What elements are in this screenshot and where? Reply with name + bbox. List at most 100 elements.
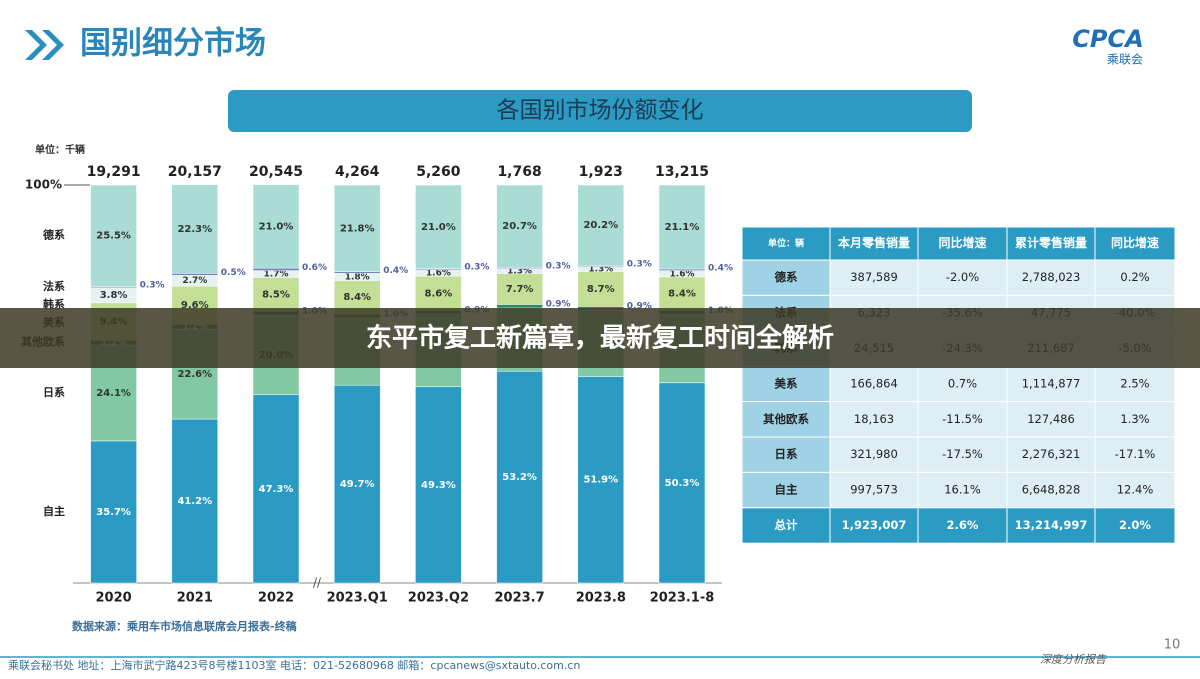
table-text: 美系: [775, 376, 798, 390]
total-label: 20,545: [249, 164, 303, 180]
bar-segment: [90, 440, 137, 584]
table-cell: [1006, 365, 1096, 403]
value-label: 24.1%: [96, 388, 131, 399]
value-label: 0.4%: [708, 263, 733, 273]
total-label: 5,260: [416, 164, 461, 180]
table-cell: [741, 507, 831, 544]
value-label: 35.7%: [96, 507, 131, 518]
banner: [0, 308, 1200, 368]
table-header-cell: [1094, 226, 1176, 261]
value-label: 0.9%: [546, 300, 571, 310]
table-text: 2.6%: [947, 518, 979, 532]
table-text: 2.5%: [1120, 376, 1149, 390]
bar-segment: [496, 304, 543, 309]
table-text: 总计: [775, 518, 798, 532]
value-label: 0.3%: [546, 261, 571, 271]
chart-title: 各国别市场份额变化: [497, 98, 704, 124]
table-header: 累计零售销量: [1015, 235, 1087, 250]
table-cell: [1094, 401, 1176, 438]
title-icon: [25, 30, 64, 60]
table-text: 其他欧系: [763, 412, 809, 426]
total-label: 1,768: [497, 164, 541, 180]
value-label: 8.5%: [262, 289, 290, 300]
bar-segment: [658, 276, 706, 311]
bar-segment: [415, 184, 462, 269]
value-label: 1.6%: [670, 269, 695, 279]
bar-segment: [171, 184, 219, 274]
banner-text: 东平市复工新篇章，最新复工时间全解析: [366, 323, 834, 354]
series-label: 韩系: [43, 297, 65, 311]
value-label: 1.7%: [264, 269, 289, 279]
value-label: 50.3%: [665, 478, 700, 489]
axis-break: //: [313, 576, 322, 590]
slide-title: 国别细分市场: [80, 26, 266, 62]
table-text: 0.2%: [1120, 270, 1149, 284]
bar-segment: [496, 184, 543, 268]
value-label: 47.3%: [259, 484, 294, 495]
table-header: 单位：辆: [768, 237, 804, 249]
x-tick-label: 2021: [177, 591, 213, 606]
value-label: 8.7%: [587, 284, 615, 295]
table-text: -11.5%: [942, 412, 983, 426]
table-cell: [829, 436, 919, 473]
table-cell: [1094, 471, 1176, 509]
table-text: 2,788,023: [1022, 270, 1081, 284]
table-cell: [1094, 507, 1176, 544]
table-header: 同比增速: [938, 235, 986, 250]
table-text: 0.7%: [948, 376, 977, 390]
table-text: 日系: [775, 447, 798, 461]
value-label: 22.3%: [177, 224, 212, 235]
bar-segment: [252, 184, 300, 269]
value-label: 7.7%: [506, 284, 534, 295]
table-text: 2.0%: [1119, 518, 1151, 532]
table-text: 321,980: [850, 447, 898, 461]
value-label: 0.4%: [383, 266, 408, 276]
table-cell: [917, 507, 1008, 544]
bar-segment: [577, 376, 625, 584]
page-number: 10: [1164, 638, 1181, 653]
value-label: 49.3%: [421, 480, 456, 491]
table-cell: [741, 259, 831, 296]
table-cell: [917, 259, 1008, 296]
total-label: 1,923: [579, 164, 623, 180]
value-label: 20.2%: [583, 220, 618, 231]
table-text: 16.1%: [944, 483, 981, 497]
table-cell: [917, 436, 1008, 473]
value-label: 0.3%: [140, 281, 165, 291]
table-text: 13,214,997: [1015, 518, 1088, 532]
table-cell: [1094, 436, 1176, 473]
table-cell: [1094, 259, 1176, 296]
value-label: 0.3%: [464, 263, 489, 273]
source: 数据来源：乘用车市场信息联席会月报表-终稿: [72, 619, 297, 633]
total-label: 4,264: [335, 164, 380, 180]
value-label: 0.6%: [302, 263, 327, 273]
total-label: 19,291: [87, 164, 141, 180]
value-label: 49.7%: [340, 479, 375, 490]
footer-report: 深度分析报告: [1040, 653, 1107, 666]
x-tick-label: 2023.7: [495, 591, 545, 606]
table-cell: [1006, 507, 1096, 544]
value-label: 0.5%: [221, 268, 246, 278]
x-tick-label: 2022: [258, 591, 294, 606]
value-label: 41.2%: [177, 496, 212, 507]
subtitle-bar: [228, 90, 972, 132]
logo: CPCA: [1072, 25, 1143, 53]
table-cell: [829, 471, 919, 509]
table-header: 本月零售销量: [838, 235, 910, 250]
value-label: 3.8%: [100, 290, 128, 301]
table-text: -17.1%: [1115, 447, 1156, 461]
bar-segment: [252, 277, 300, 312]
total-label: 13,215: [655, 164, 709, 180]
table-text: 德系: [774, 270, 798, 284]
bar-segment: [496, 371, 543, 584]
x-tick-label: 2023.8: [576, 591, 626, 606]
value-label: 20.7%: [502, 221, 537, 232]
unit: 单位：千辆: [35, 143, 85, 156]
series-label: 德系: [42, 228, 65, 242]
x-tick-label: 2023.Q2: [408, 591, 469, 606]
table-cell: [829, 507, 919, 544]
table-text: 166,864: [850, 376, 898, 390]
value-label: 8.4%: [343, 292, 371, 303]
value-label: 21.0%: [259, 221, 294, 232]
table-text: 1.3%: [1120, 412, 1149, 426]
